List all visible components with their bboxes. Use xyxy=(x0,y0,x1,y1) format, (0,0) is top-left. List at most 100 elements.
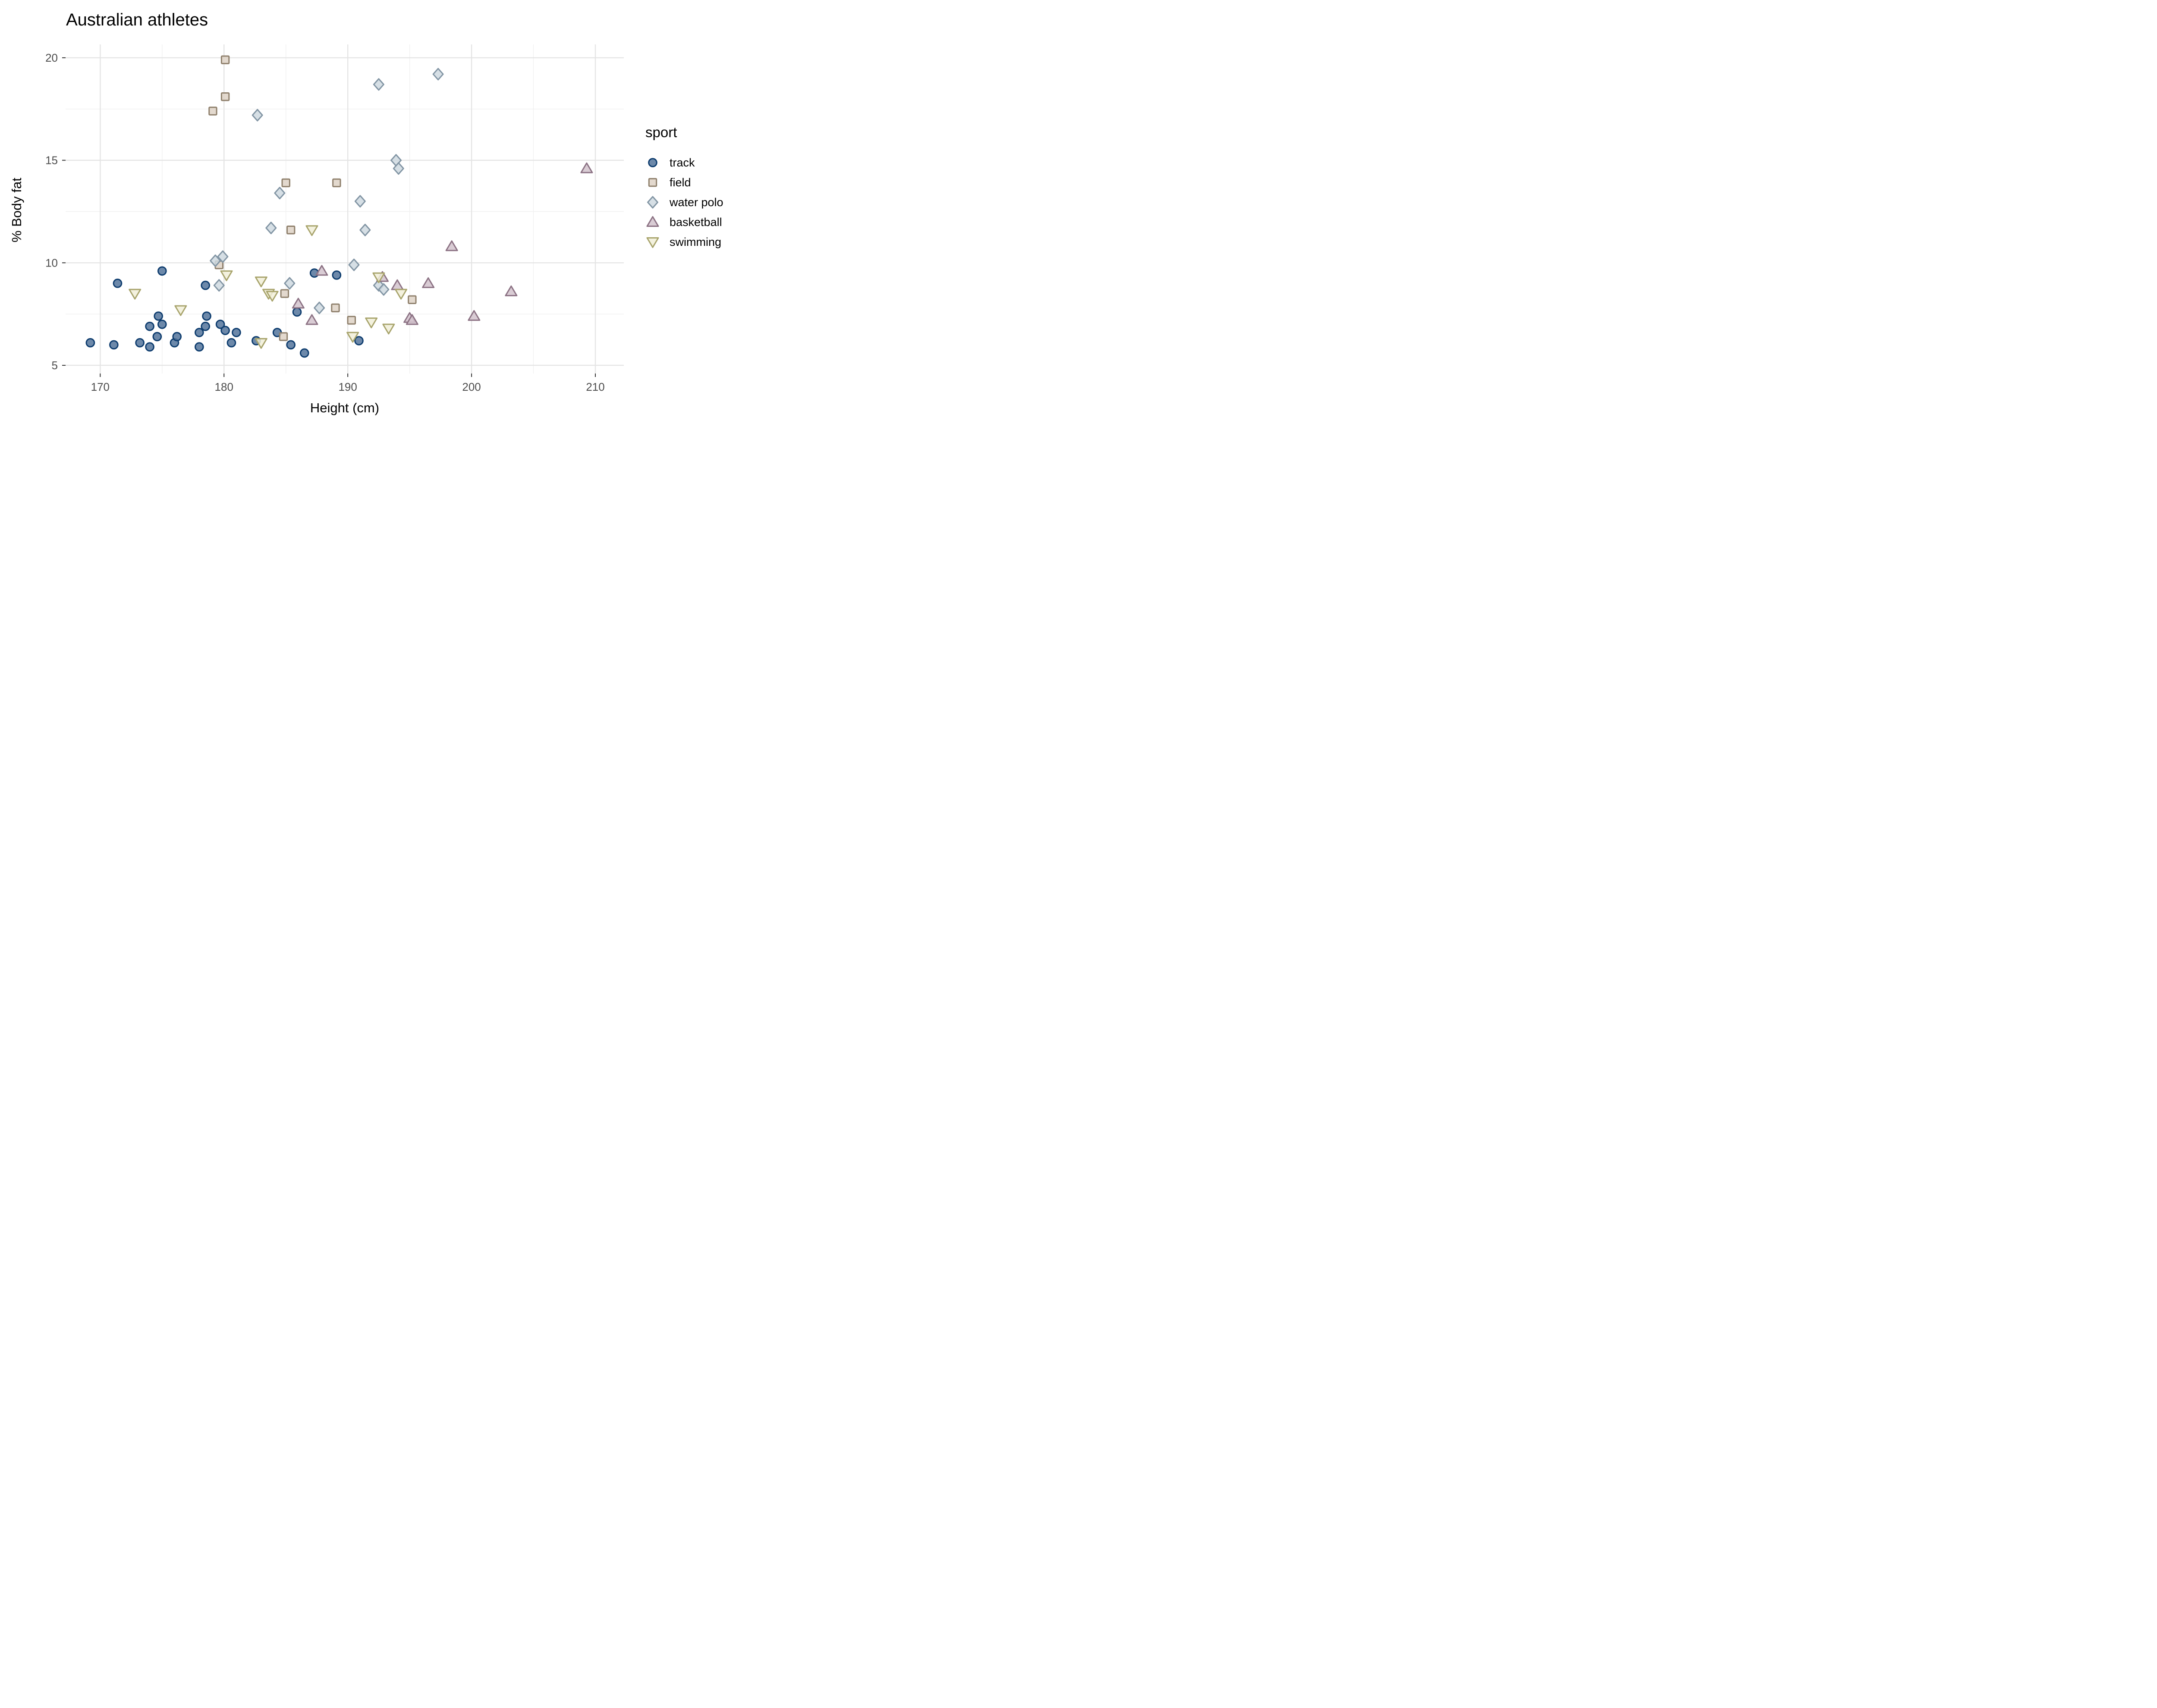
data-point-basketball xyxy=(391,279,404,290)
data-point-track xyxy=(215,320,225,329)
data-point-basketball xyxy=(445,240,458,251)
data-point-track xyxy=(152,332,162,342)
data-point-swimming xyxy=(174,305,187,316)
y-tick-label: 5 xyxy=(52,359,58,372)
data-point-field xyxy=(281,178,290,188)
data-point-track xyxy=(113,279,123,288)
data-point-swimming xyxy=(395,289,408,300)
track-circle-icon xyxy=(648,158,657,167)
data-point-track xyxy=(201,321,211,331)
data-point-water-polo xyxy=(373,78,384,91)
data-point-track xyxy=(332,270,342,280)
data-point-swimming xyxy=(346,332,359,343)
data-point-water-polo xyxy=(314,301,325,314)
data-point-basketball xyxy=(315,265,328,276)
data-point-track xyxy=(232,328,241,337)
data-point-track xyxy=(135,338,145,348)
x-tick-label: 200 xyxy=(462,380,481,393)
water-polo-diamond-icon xyxy=(647,196,658,209)
data-point-swimming xyxy=(365,317,378,329)
data-point-swimming xyxy=(220,270,233,281)
field-square-icon xyxy=(648,178,657,187)
data-point-swimming xyxy=(255,338,267,349)
legend-item-field: field xyxy=(645,173,723,192)
data-point-swimming xyxy=(255,276,267,288)
data-point-field xyxy=(347,316,356,325)
data-point-basketball xyxy=(468,310,481,321)
x-axis-title: Height (cm) xyxy=(310,400,380,415)
data-point-basketball xyxy=(305,314,318,325)
data-point-track xyxy=(286,340,296,350)
data-point-track xyxy=(145,321,154,331)
legend-item-basketball: basketball xyxy=(645,212,723,232)
data-point-field xyxy=(331,303,340,313)
data-point-water-polo xyxy=(217,250,229,263)
data-point-field xyxy=(332,178,341,188)
data-point-field xyxy=(279,332,288,341)
legend-label: swimming xyxy=(670,235,722,248)
chart-title: Australian athletes xyxy=(66,10,208,29)
data-point-track xyxy=(354,336,364,345)
x-tick-label: 210 xyxy=(586,380,604,393)
data-point-track xyxy=(292,307,302,317)
data-point-track xyxy=(109,340,119,350)
legend-item-track: track xyxy=(645,153,723,173)
x-tick-label: 170 xyxy=(91,380,110,393)
data-point-basketball xyxy=(406,314,418,325)
data-point-water-polo xyxy=(210,254,221,267)
data-point-field xyxy=(286,226,296,235)
data-point-field xyxy=(280,289,289,298)
data-point-water-polo xyxy=(274,187,286,200)
y-tick-label: 15 xyxy=(45,154,58,167)
data-point-water-polo xyxy=(265,221,277,234)
data-point-field xyxy=(220,92,230,101)
data-point-track xyxy=(226,338,236,348)
data-point-swimming xyxy=(382,323,395,335)
data-point-basketball xyxy=(422,277,435,288)
data-point-track xyxy=(172,332,182,342)
data-point-water-polo xyxy=(213,279,225,292)
data-point-water-polo xyxy=(252,109,263,122)
data-point-basketball xyxy=(505,285,518,296)
basketball-triangle-icon xyxy=(646,216,659,227)
legend-label: field xyxy=(670,176,691,189)
legend: sport track field water polo basketball … xyxy=(645,124,723,252)
data-point-water-polo xyxy=(432,68,444,81)
legend-label: track xyxy=(670,156,695,169)
data-point-water-polo xyxy=(348,258,360,271)
x-tick-label: 190 xyxy=(338,380,357,393)
data-point-field xyxy=(408,295,417,305)
data-point-water-polo xyxy=(359,223,371,236)
swimming-triangle-icon xyxy=(646,237,659,248)
legend-item-water-polo: water polo xyxy=(645,192,723,212)
data-point-track xyxy=(85,338,95,348)
y-axis-title: % Body fat xyxy=(9,178,24,242)
data-point-track xyxy=(157,320,167,329)
data-point-swimming xyxy=(266,291,279,302)
data-point-water-polo xyxy=(393,162,404,175)
data-point-track xyxy=(220,326,230,335)
data-point-track xyxy=(154,311,163,321)
data-point-basketball xyxy=(580,162,593,173)
figure: Australian athletes 170 180 190 200 210 5 10 15… xyxy=(0,0,777,427)
legend-item-swimming: swimming xyxy=(645,232,723,252)
legend-label: basketball xyxy=(670,215,722,229)
data-point-field xyxy=(208,107,217,116)
y-tick-label: 10 xyxy=(45,256,58,269)
data-point-basketball xyxy=(292,298,305,309)
x-tick-label: 180 xyxy=(215,380,233,393)
data-point-track xyxy=(299,348,309,358)
legend-title: sport xyxy=(645,124,677,140)
data-point-track xyxy=(201,280,211,290)
data-point-track xyxy=(202,311,211,321)
y-tick-label: 20 xyxy=(45,51,58,64)
scatter-plot: 170 180 190 200 210 5 10 15 20 xyxy=(45,44,624,393)
data-point-track xyxy=(157,266,167,276)
data-point-track xyxy=(195,342,204,352)
data-point-swimming xyxy=(305,225,318,236)
legend-label: water polo xyxy=(670,195,723,209)
data-point-swimming xyxy=(129,289,141,300)
data-point-track xyxy=(195,328,204,337)
data-point-water-polo xyxy=(378,283,390,296)
data-point-track xyxy=(145,342,154,352)
